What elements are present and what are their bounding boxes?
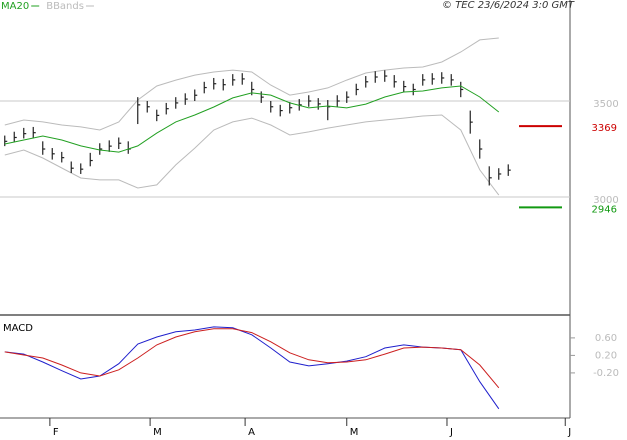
x-tick-label: A: [248, 427, 255, 438]
macd-line: [4, 326, 500, 410]
y-tick-label: 0.20: [595, 350, 617, 361]
y-tick-label: -0.20: [593, 368, 619, 379]
x-tick-label: J: [567, 427, 571, 438]
level-label: 2946: [592, 204, 617, 215]
legend-label: BBands: [46, 1, 84, 12]
x-tick-label: F: [53, 427, 59, 438]
x-tick-label: J: [449, 427, 453, 438]
y-tick-label: 3000: [593, 195, 618, 206]
x-tick-label: M: [153, 427, 162, 438]
legend-label: MA20: [1, 1, 29, 12]
ma20-line: [4, 85, 500, 153]
level-label: 3369: [592, 123, 617, 134]
copyright: © TEC 23/6/2024 3:0 GMT: [442, 0, 575, 11]
bband-upper: [4, 37, 499, 131]
x-tick-label: M: [350, 427, 359, 438]
bband-lower: [4, 114, 500, 196]
y-tick-label: 3500: [593, 99, 618, 110]
macd-line: [4, 328, 500, 389]
macd-title: MACD: [3, 323, 33, 334]
y-tick-label: 0.60: [595, 333, 617, 344]
